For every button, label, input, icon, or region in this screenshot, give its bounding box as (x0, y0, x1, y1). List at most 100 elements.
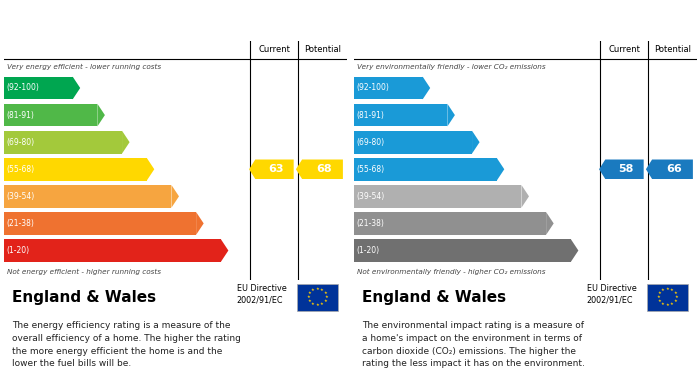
Text: ★: ★ (673, 299, 677, 303)
Text: E: E (181, 190, 189, 203)
Bar (4, 239, 220, 262)
Text: G: G (230, 244, 240, 257)
Text: Very environmentally friendly - lower CO₂ emissions: Very environmentally friendly - lower CO… (357, 64, 545, 70)
Text: ★: ★ (325, 295, 328, 299)
Text: (92-100): (92-100) (356, 84, 389, 93)
Polygon shape (423, 77, 430, 99)
Text: ★: ★ (307, 291, 312, 295)
Text: (39-54): (39-54) (356, 192, 384, 201)
Text: B: B (456, 109, 466, 122)
Text: A: A (432, 81, 442, 95)
Text: ★: ★ (307, 295, 310, 299)
Text: ★: ★ (657, 299, 662, 303)
Text: ★: ★ (666, 287, 669, 291)
Polygon shape (147, 158, 154, 181)
Text: Potential: Potential (304, 45, 341, 54)
Polygon shape (249, 160, 294, 179)
Text: Current: Current (258, 45, 290, 54)
Text: Not energy efficient - higher running costs: Not energy efficient - higher running co… (7, 269, 161, 275)
Text: ★: ★ (311, 302, 315, 306)
Text: The energy efficiency rating is a measure of the
overall efficiency of a home. T: The energy efficiency rating is a measur… (12, 321, 241, 368)
Text: (69-80): (69-80) (6, 138, 34, 147)
Polygon shape (97, 104, 105, 126)
Text: (21-38): (21-38) (6, 219, 34, 228)
Text: 58: 58 (619, 164, 634, 174)
Polygon shape (522, 185, 529, 208)
Polygon shape (196, 212, 204, 235)
Polygon shape (599, 160, 644, 179)
Text: 68: 68 (316, 164, 332, 174)
Polygon shape (447, 104, 455, 126)
Text: (1-20): (1-20) (6, 246, 29, 255)
Text: ★: ★ (670, 289, 673, 292)
Text: ★: ★ (661, 302, 665, 306)
Polygon shape (172, 185, 179, 208)
Text: (69-80): (69-80) (356, 138, 384, 147)
Bar (354, 185, 522, 208)
Text: (55-68): (55-68) (356, 165, 384, 174)
Text: (21-38): (21-38) (356, 219, 384, 228)
Polygon shape (570, 239, 578, 262)
Text: ★: ★ (657, 291, 662, 295)
Text: C: C (482, 136, 491, 149)
Bar (354, 131, 472, 154)
Text: (92-100): (92-100) (6, 84, 39, 93)
Text: ★: ★ (673, 291, 677, 295)
Bar (354, 239, 570, 262)
FancyBboxPatch shape (647, 284, 688, 310)
Text: (81-91): (81-91) (6, 111, 34, 120)
Text: G: G (580, 244, 590, 257)
Bar (4, 77, 73, 99)
Text: Not environmentally friendly - higher CO₂ emissions: Not environmentally friendly - higher CO… (357, 269, 545, 275)
Text: The environmental impact rating is a measure of
a home's impact on the environme: The environmental impact rating is a mea… (362, 321, 585, 368)
Text: EU Directive
2002/91/EC: EU Directive 2002/91/EC (237, 284, 286, 305)
Text: Current: Current (608, 45, 640, 54)
Bar (4, 131, 122, 154)
Bar (4, 212, 196, 235)
Text: E: E (531, 190, 539, 203)
Bar (4, 158, 147, 181)
Text: Very energy efficient - lower running costs: Very energy efficient - lower running co… (7, 64, 161, 70)
Text: (39-54): (39-54) (6, 192, 34, 201)
Polygon shape (472, 131, 480, 154)
Text: ★: ★ (316, 287, 319, 291)
Text: (81-91): (81-91) (356, 111, 384, 120)
Text: B: B (106, 109, 116, 122)
Text: ★: ★ (320, 302, 323, 306)
Text: 63: 63 (269, 164, 284, 174)
Text: Potential: Potential (654, 45, 691, 54)
Text: ★: ★ (670, 302, 673, 306)
Bar (354, 77, 423, 99)
Polygon shape (546, 212, 554, 235)
Polygon shape (646, 160, 693, 179)
Text: ★: ★ (657, 295, 660, 299)
Text: C: C (132, 136, 141, 149)
Text: A: A (82, 81, 92, 95)
Text: D: D (506, 163, 516, 176)
Text: D: D (156, 163, 166, 176)
Bar (4, 104, 97, 126)
Text: F: F (555, 217, 564, 230)
Text: ★: ★ (675, 295, 678, 299)
Bar (354, 158, 497, 181)
Text: ★: ★ (323, 291, 327, 295)
Text: EU Directive
2002/91/EC: EU Directive 2002/91/EC (587, 284, 636, 305)
Polygon shape (220, 239, 228, 262)
Text: (55-68): (55-68) (6, 165, 34, 174)
Text: ★: ★ (666, 303, 669, 307)
Polygon shape (122, 131, 130, 154)
Polygon shape (73, 77, 80, 99)
Bar (354, 104, 447, 126)
Polygon shape (497, 158, 504, 181)
Bar (354, 212, 546, 235)
Text: England & Wales: England & Wales (362, 290, 506, 305)
Text: ★: ★ (307, 299, 312, 303)
Text: 66: 66 (666, 164, 682, 174)
Text: F: F (205, 217, 214, 230)
Text: (1-20): (1-20) (356, 246, 379, 255)
Text: ★: ★ (320, 289, 323, 292)
Text: ★: ★ (661, 289, 665, 292)
Text: ★: ★ (323, 299, 327, 303)
Bar (4, 185, 172, 208)
FancyBboxPatch shape (297, 284, 338, 310)
